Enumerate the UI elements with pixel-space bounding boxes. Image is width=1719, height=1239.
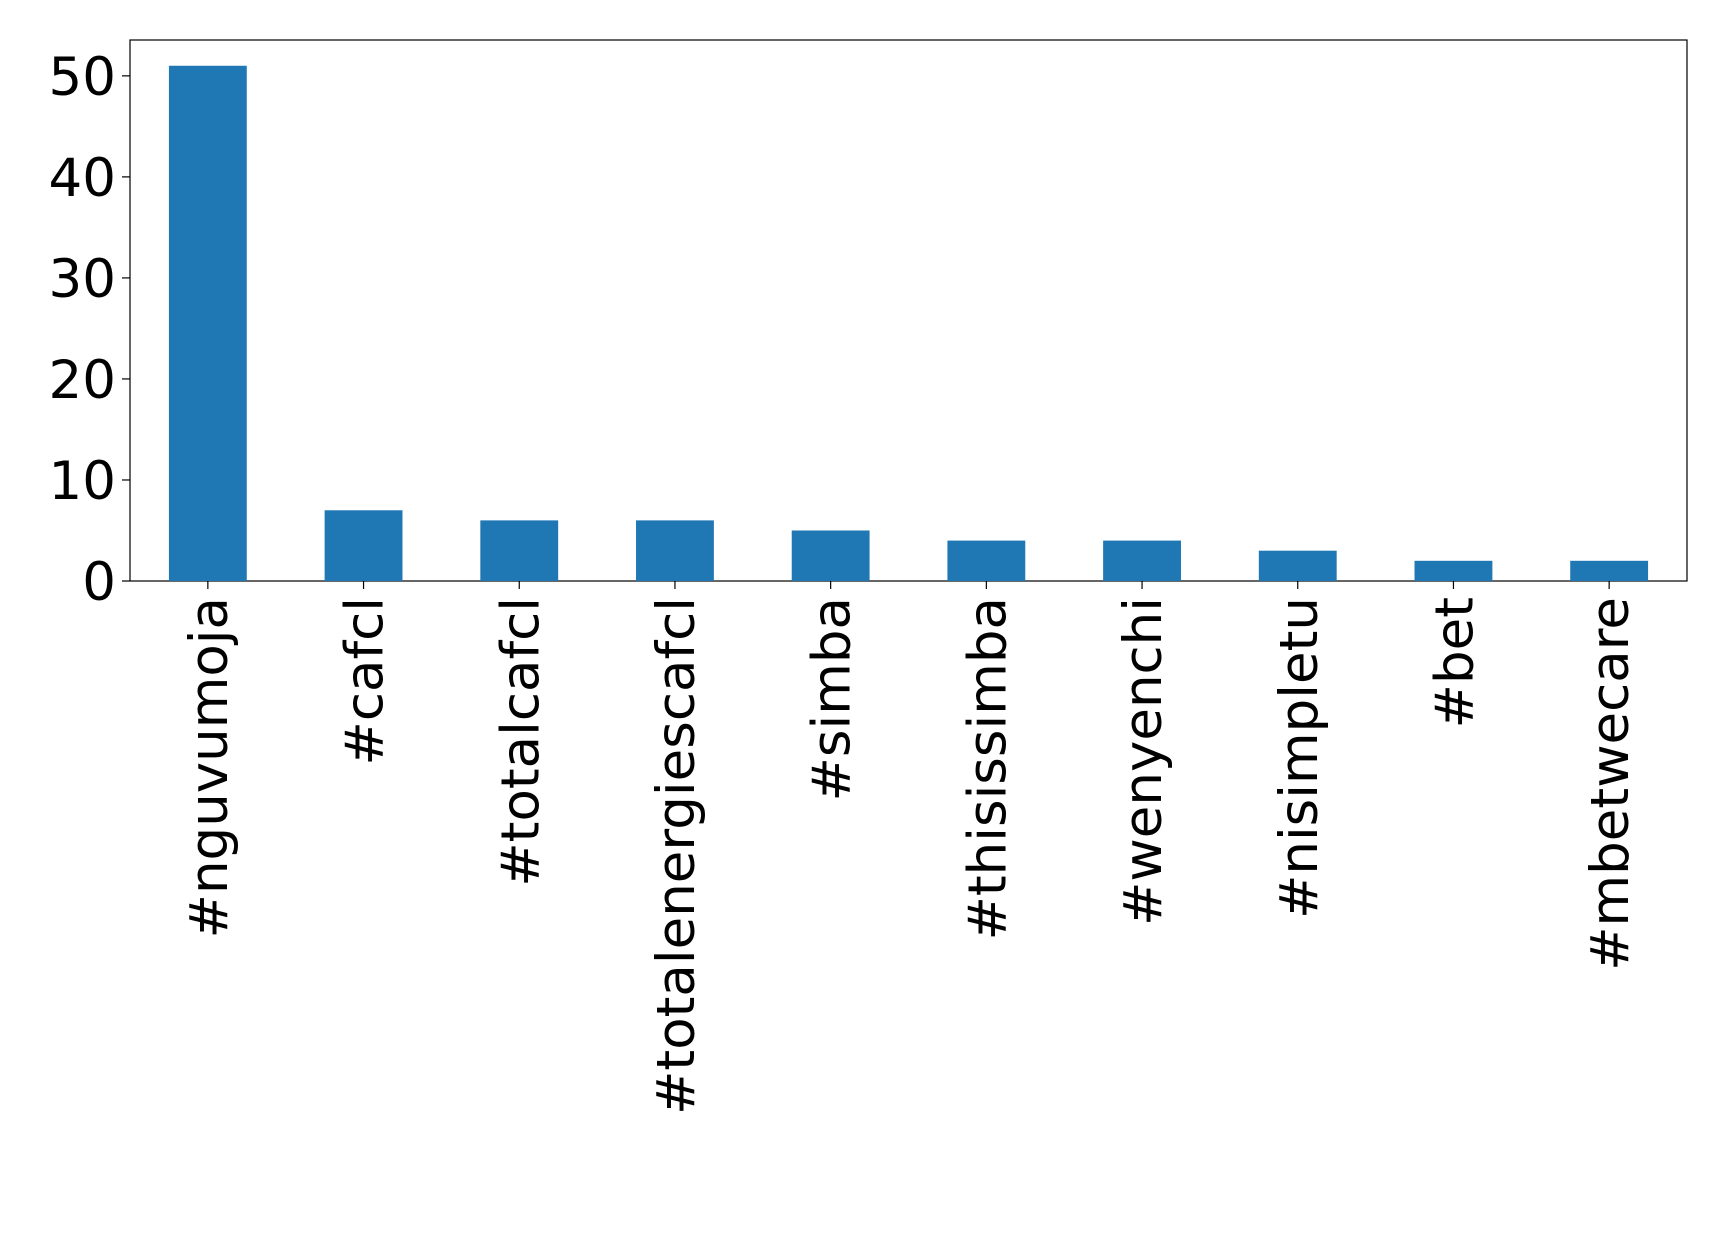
bar (1570, 560, 1649, 581)
x-tick-label: #totalcafcl (490, 597, 551, 887)
y-tick-label: 10 (49, 451, 116, 512)
y-tick-label: 30 (49, 249, 116, 310)
x-tick-label: #wenyenchi (1113, 597, 1174, 926)
x-tick-label: #totalenergiescafcl (646, 597, 707, 1115)
y-tick-label: 0 (82, 552, 116, 613)
bar (168, 65, 247, 581)
bar (1258, 550, 1337, 581)
bar (1414, 560, 1493, 581)
x-tick-label: #mbetwecare (1580, 597, 1641, 971)
x-tick-label: #thisissimba (957, 597, 1018, 941)
x-tick-label: #nguvumoja (179, 597, 240, 938)
y-tick-label: 40 (49, 148, 116, 209)
y-tick-label: 50 (49, 47, 116, 108)
x-tick-label: #simba (802, 597, 863, 802)
x-tick-label: #cafcl (335, 597, 396, 766)
bar (324, 510, 403, 581)
bar (636, 520, 714, 581)
y-tick-label: 20 (49, 350, 116, 411)
bar (480, 520, 559, 581)
x-tick-label: #bet (1424, 597, 1485, 728)
bar (791, 530, 870, 581)
x-tick-label: #nisimpletu (1269, 597, 1330, 919)
plot-frame (129, 39, 1688, 582)
bar (947, 540, 1026, 581)
bar (1103, 540, 1181, 581)
